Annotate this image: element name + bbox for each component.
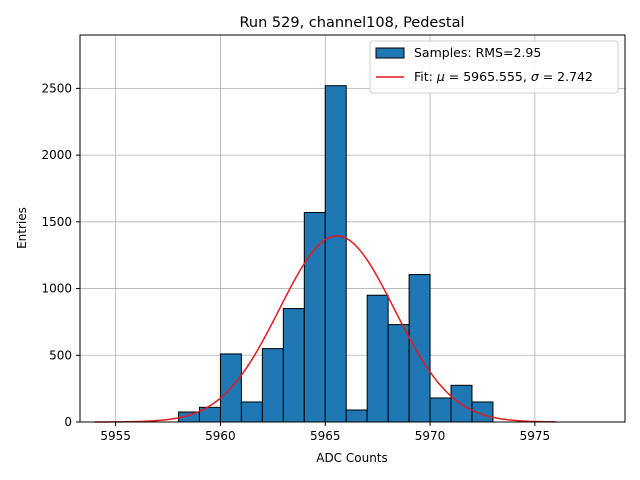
plot-frame	[79, 34, 626, 423]
y-tick-label: 1000	[41, 282, 72, 296]
histogram-bar	[366, 294, 389, 423]
x-tick-label: 5965	[310, 429, 341, 443]
x-tick-label: 5955	[100, 429, 131, 443]
histogram-bar	[408, 274, 431, 423]
histogram-bar	[345, 409, 368, 423]
legend-fit-mu-symbol: μ	[436, 69, 445, 84]
y-axis-label: Entries	[15, 207, 29, 249]
y-tick-label: 2000	[41, 148, 72, 162]
y-tick-label: 1500	[41, 215, 72, 229]
legend-fit-prefix: Fit:	[414, 69, 437, 84]
x-tick-label: 5960	[205, 429, 236, 443]
histogram-bar	[282, 308, 305, 423]
y-axis-ticks: 0 500 1000 1500 2000 2500	[41, 81, 80, 429]
legend-samples-label: Samples: RMS=2.95	[414, 45, 541, 60]
y-tick-label: 2500	[41, 81, 72, 95]
legend: Samples: RMS=2.95 Fit: μ = 5965.555, σ =…	[369, 40, 619, 94]
histogram-bar	[429, 397, 452, 423]
legend-fit-sigma-symbol: σ	[531, 69, 540, 84]
histogram-bars	[178, 85, 494, 423]
histogram-bar	[324, 85, 347, 423]
x-axis-ticks: 5955 5960 5965 5970 5975	[100, 422, 550, 443]
y-tick-label: 500	[49, 348, 72, 362]
legend-fit-mu-value: = 5965.555,	[445, 69, 531, 84]
x-axis-label: ADC Counts	[316, 451, 388, 465]
histogram-bar	[240, 401, 263, 423]
histogram-bar	[261, 348, 284, 423]
y-tick-label: 0	[64, 415, 72, 429]
legend-fit-sigma-value: = 2.742	[539, 69, 593, 84]
chart-title: Run 529, channel108, Pedestal	[239, 15, 464, 31]
legend-samples-swatch	[375, 47, 405, 59]
legend-box	[369, 40, 619, 94]
histogram-bar	[387, 324, 410, 423]
histogram-bar	[303, 211, 326, 423]
legend-fit-label: Fit: μ = 5965.555, σ = 2.742	[414, 69, 593, 84]
x-tick-label: 5970	[415, 429, 446, 443]
x-tick-label: 5975	[520, 429, 551, 443]
fit-curve	[94, 235, 556, 423]
